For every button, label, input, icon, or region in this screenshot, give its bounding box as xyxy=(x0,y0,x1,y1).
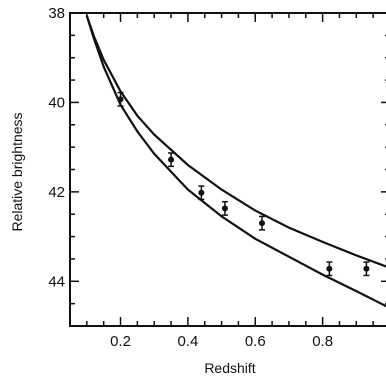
y-tick-label: 40 xyxy=(48,94,65,111)
data-point xyxy=(198,185,205,201)
model-curve-2 xyxy=(85,15,386,308)
point-marker xyxy=(326,265,333,272)
data-point xyxy=(221,200,228,216)
model-curve-1 xyxy=(85,15,386,268)
data-point xyxy=(117,91,124,107)
point-marker xyxy=(168,156,175,163)
x-tick-label: 0.2 xyxy=(110,333,131,350)
data-points xyxy=(117,91,370,277)
plot-frame xyxy=(69,12,386,327)
data-point xyxy=(363,261,370,277)
y-axis-label: Relative brightness xyxy=(9,112,25,231)
x-tick-label: 0.4 xyxy=(177,333,198,350)
y-tick-label: 42 xyxy=(48,184,65,201)
data-point xyxy=(326,261,333,277)
y-tick-label: 38 xyxy=(48,5,65,22)
point-marker xyxy=(363,265,370,272)
point-marker xyxy=(198,189,205,196)
x-axis-label: Redshift xyxy=(204,360,255,376)
x-tick-label: 0.8 xyxy=(312,333,333,350)
point-marker xyxy=(221,205,228,212)
data-point xyxy=(259,215,265,231)
model-curves xyxy=(85,15,386,308)
y-tick-label: 44 xyxy=(48,273,65,290)
plot-border xyxy=(69,12,386,327)
point-marker xyxy=(259,220,265,227)
data-point xyxy=(168,152,175,168)
x-axis-ticks: 0.2 0.4 0.6 0.8 xyxy=(86,13,374,350)
x-tick-label: 0.6 xyxy=(245,333,266,350)
point-marker xyxy=(117,96,124,103)
